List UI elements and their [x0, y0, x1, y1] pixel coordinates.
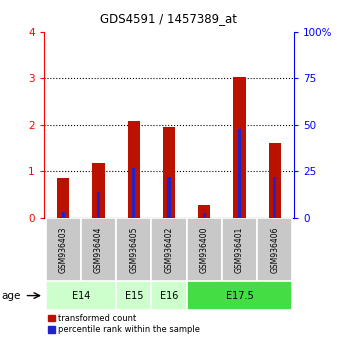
Bar	[151, 218, 187, 281]
Text: GSM936400: GSM936400	[200, 226, 209, 273]
Bar	[273, 177, 276, 218]
Bar	[92, 163, 105, 218]
Bar	[62, 212, 65, 218]
Bar	[57, 178, 70, 218]
Bar	[222, 218, 257, 281]
Bar	[163, 127, 175, 218]
Text: GSM936401: GSM936401	[235, 226, 244, 273]
Bar	[238, 129, 241, 218]
Bar	[233, 77, 246, 218]
Bar	[187, 218, 222, 281]
Bar	[167, 177, 171, 218]
Bar	[116, 281, 151, 310]
Bar	[97, 192, 100, 218]
Bar	[132, 167, 135, 218]
Text: E16: E16	[160, 291, 178, 301]
Bar	[116, 218, 151, 281]
Bar	[81, 218, 116, 281]
Legend: transformed count, percentile rank within the sample: transformed count, percentile rank withi…	[48, 314, 200, 335]
Bar	[257, 218, 292, 281]
Bar	[151, 281, 187, 310]
Bar	[46, 281, 116, 310]
Bar	[198, 205, 210, 218]
Text: GSM936402: GSM936402	[165, 226, 173, 273]
Bar	[187, 281, 292, 310]
Bar	[203, 213, 206, 218]
Bar	[268, 143, 281, 218]
Text: E14: E14	[72, 291, 90, 301]
Text: age: age	[2, 291, 21, 301]
Text: E15: E15	[124, 291, 143, 301]
Text: GDS4591 / 1457389_at: GDS4591 / 1457389_at	[100, 12, 238, 25]
Text: GSM936403: GSM936403	[59, 226, 68, 273]
Text: E17.5: E17.5	[225, 291, 254, 301]
Bar	[46, 218, 81, 281]
Text: GSM936405: GSM936405	[129, 226, 138, 273]
Bar	[128, 121, 140, 218]
Text: GSM936404: GSM936404	[94, 226, 103, 273]
Text: GSM936406: GSM936406	[270, 226, 279, 273]
